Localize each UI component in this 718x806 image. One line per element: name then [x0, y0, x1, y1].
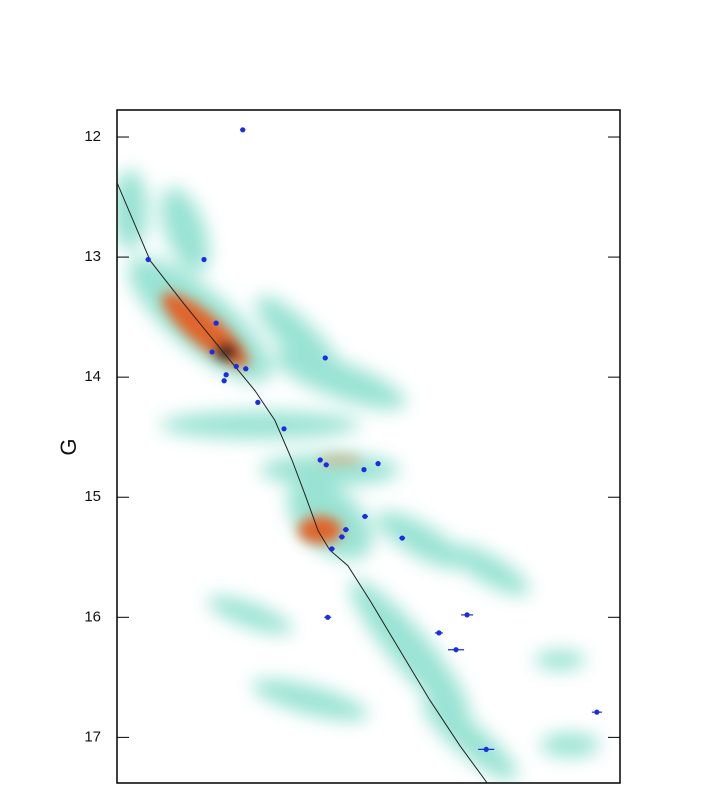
star-point: [339, 534, 345, 540]
star-point: [375, 461, 381, 467]
y-tick-label: 12: [84, 128, 101, 145]
star-point: [329, 546, 335, 552]
y-axis-label: G: [56, 438, 81, 455]
star-point: [209, 349, 215, 355]
star-point: [325, 614, 331, 620]
star-point: [223, 372, 229, 378]
star-point: [213, 320, 219, 326]
star-point: [594, 709, 600, 715]
y-tick-label: 17: [84, 728, 101, 745]
star-point: [361, 467, 367, 473]
y-tick-label: 15: [84, 488, 101, 505]
star-point: [233, 363, 239, 369]
star-point: [281, 426, 287, 432]
star-point: [243, 366, 249, 372]
y-tick-label: 14: [84, 368, 101, 385]
y-tick-label: 13: [84, 248, 101, 265]
star-point: [436, 630, 442, 636]
star-point: [323, 462, 329, 468]
star-point: [317, 457, 323, 463]
star-point: [399, 535, 405, 541]
plot-frame: [116, 109, 621, 784]
density-map: [117, 170, 600, 781]
star-point: [464, 612, 470, 618]
star-point: [240, 127, 246, 133]
star-point: [483, 746, 489, 752]
star-point: [322, 355, 328, 361]
star-point: [453, 647, 459, 653]
star-point: [145, 256, 151, 263]
star-point: [201, 256, 207, 263]
star-point: [221, 378, 227, 384]
star-point: [343, 527, 349, 533]
star-point: [362, 513, 368, 520]
y-tick-label: 16: [84, 608, 101, 625]
star-point: [255, 399, 261, 405]
isochrone: [117, 182, 488, 783]
